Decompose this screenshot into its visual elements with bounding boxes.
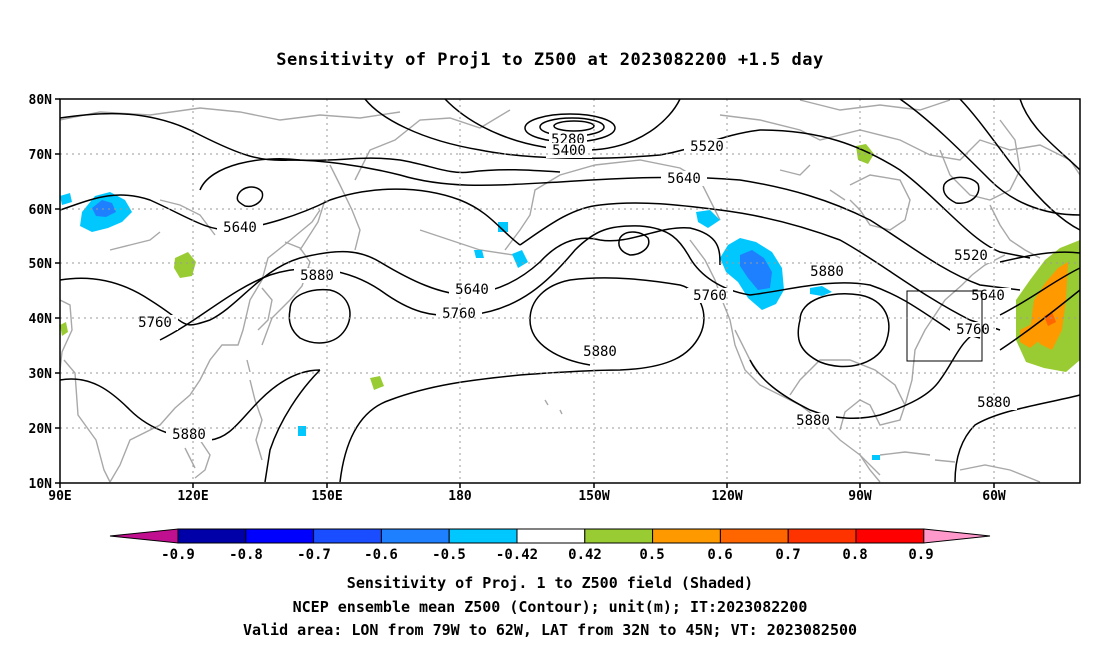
colorbar-box	[719, 528, 789, 544]
colorbar-label: 0.42	[568, 547, 602, 563]
svg-text:5760: 5760	[442, 306, 476, 322]
lon-label: 150E	[311, 489, 342, 504]
lat-label: 40N	[29, 312, 53, 327]
svg-text:5760: 5760	[693, 288, 727, 304]
svg-text:5640: 5640	[971, 288, 1005, 304]
colorbar-box	[177, 528, 247, 544]
lat-label: 50N	[29, 257, 53, 272]
svg-text:5880: 5880	[796, 413, 830, 429]
lon-label: 180	[448, 489, 472, 504]
colorbar-low-extend	[109, 528, 179, 544]
svg-text:5520: 5520	[954, 248, 988, 264]
lat-label: 70N	[29, 148, 53, 163]
colorbar-label: 0.7	[775, 547, 800, 563]
lat-axis: 80N 70N 60N 50N 40N 30N 20N 10N	[29, 93, 53, 492]
svg-text:5400: 5400	[552, 143, 586, 159]
coastlines	[59, 99, 1081, 483]
lon-axis: 90E 120E 150E 180 150W 120W 90W 60W	[48, 489, 1006, 504]
svg-text:5760: 5760	[138, 315, 172, 331]
contour-label: 5880	[804, 264, 850, 280]
colorbar-box	[855, 528, 925, 544]
contour-label: 5880	[577, 344, 623, 360]
lon-label: 60W	[982, 489, 1006, 504]
contour-label: 5760	[132, 315, 178, 331]
colorbar-box	[380, 528, 450, 544]
contour-label: 5640	[661, 171, 707, 187]
contour-label: 5400	[546, 143, 592, 159]
svg-text:5880: 5880	[300, 268, 334, 284]
svg-text:5880: 5880	[977, 395, 1011, 411]
colorbar-label: 0.6	[707, 547, 732, 563]
lat-label: 10N	[29, 477, 53, 492]
colorbar-box	[448, 528, 518, 544]
contour-label: 5760	[687, 288, 733, 304]
colorbar	[109, 528, 991, 544]
lon-label: 150W	[578, 489, 609, 504]
plot-title: Sensitivity of Proj1 to Z500 at 20230822…	[276, 50, 824, 70]
colorbar-label: 0.8	[842, 547, 867, 563]
colorbar-box	[245, 528, 315, 544]
svg-text:5520: 5520	[690, 139, 724, 155]
lat-label: 60N	[29, 203, 53, 218]
colorbar-label: 0.9	[908, 547, 933, 563]
lat-label: 80N	[29, 93, 53, 108]
lon-label: 120W	[711, 489, 742, 504]
caption-contour: NCEP ensemble mean Z500 (Contour); unit(…	[292, 598, 808, 616]
contour-label: 5640	[965, 288, 1011, 304]
svg-text:5760: 5760	[956, 322, 990, 338]
svg-text:5640: 5640	[667, 171, 701, 187]
colorbar-high-extend	[923, 528, 991, 544]
colorbar-box	[787, 528, 857, 544]
contour-label: 5880	[790, 413, 836, 429]
caption-shaded: Sensitivity of Proj. 1 to Z500 field (Sh…	[346, 574, 754, 592]
contour-label-layer: 5280 5400 5520 5640 5640 5880 5760 5640 …	[132, 132, 1017, 443]
map-grid	[60, 99, 1080, 483]
colorbar-labels: -0.9 -0.8 -0.7 -0.6 -0.5 -0.42 0.42 0.5 …	[161, 547, 934, 563]
contour-label: 5640	[217, 220, 263, 236]
colorbar-label: -0.5	[432, 547, 466, 563]
contour-label: 5880	[166, 427, 212, 443]
colorbar-label: -0.7	[297, 547, 331, 563]
colorbar-label: -0.9	[161, 547, 195, 563]
contour-label: 5520	[684, 139, 730, 155]
contour-label: 5880	[971, 395, 1017, 411]
contour-label: 5760	[436, 306, 482, 322]
contour-label: 5880	[294, 268, 340, 284]
colorbar-box	[584, 528, 654, 544]
lat-label: 30N	[29, 367, 53, 382]
svg-text:5640: 5640	[455, 282, 489, 298]
lon-label: 90W	[848, 489, 872, 504]
contour-label: 5760	[950, 322, 996, 338]
contour-label: 5640	[449, 282, 495, 298]
lon-label: 120E	[177, 489, 208, 504]
colorbar-box	[516, 528, 586, 544]
caption-valid-area: Valid area: LON from 79W to 62W, LAT fro…	[242, 621, 858, 639]
lat-label: 20N	[29, 422, 53, 437]
colorbar-label: 0.5	[639, 547, 664, 563]
svg-text:5880: 5880	[583, 344, 617, 360]
svg-text:5880: 5880	[172, 427, 206, 443]
svg-text:5880: 5880	[810, 264, 844, 280]
svg-text:5640: 5640	[223, 220, 257, 236]
colorbar-label: -0.42	[496, 547, 538, 563]
colorbar-box	[652, 528, 721, 544]
colorbar-box	[313, 528, 382, 544]
colorbar-label: -0.8	[229, 547, 263, 563]
lon-label: 90E	[48, 489, 71, 504]
contour-label: 5520	[948, 248, 994, 264]
colorbar-label: -0.6	[364, 547, 398, 563]
valid-area-box	[906, 290, 983, 362]
